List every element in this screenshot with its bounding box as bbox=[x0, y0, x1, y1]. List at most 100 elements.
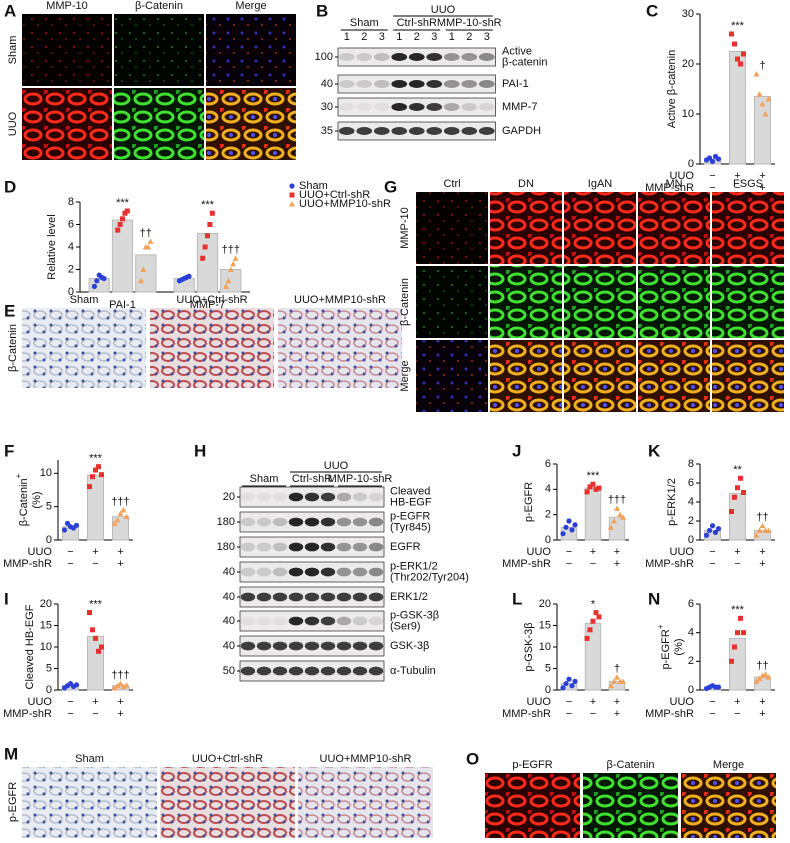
micrograph bbox=[22, 88, 112, 160]
condition-sign: − bbox=[709, 546, 715, 558]
significance: *** bbox=[731, 20, 745, 32]
data-point bbox=[73, 522, 80, 528]
condition-label: Sham bbox=[350, 17, 379, 29]
band bbox=[336, 641, 352, 651]
y-axis-label: (%) bbox=[31, 491, 43, 508]
band bbox=[240, 492, 256, 502]
micrograph bbox=[114, 14, 204, 86]
band bbox=[288, 517, 304, 527]
condition-sign: − bbox=[709, 708, 715, 720]
condition-sign: + bbox=[734, 170, 740, 182]
condition-sign: − bbox=[566, 558, 572, 570]
bar bbox=[584, 487, 602, 541]
micrograph bbox=[114, 88, 204, 160]
band bbox=[373, 127, 390, 135]
data-point bbox=[115, 227, 121, 233]
band bbox=[352, 592, 368, 602]
micrograph bbox=[712, 340, 784, 412]
data-point bbox=[712, 529, 719, 536]
band-label: p-GSK-3β bbox=[390, 609, 439, 621]
panel-letter: G bbox=[384, 177, 397, 196]
band bbox=[336, 492, 352, 502]
band bbox=[240, 567, 256, 577]
data-point bbox=[140, 266, 147, 272]
band bbox=[256, 616, 272, 626]
y-tick-label: 0 bbox=[688, 534, 694, 546]
data-point bbox=[114, 517, 121, 523]
band bbox=[426, 127, 443, 135]
group-label: UUO bbox=[324, 460, 349, 472]
condition-sign: + bbox=[734, 546, 740, 558]
band bbox=[352, 616, 368, 626]
data-point bbox=[620, 514, 626, 520]
data-point bbox=[209, 210, 215, 216]
bar bbox=[87, 635, 104, 691]
column-header: UUO+Ctrl-shR bbox=[176, 294, 247, 306]
data-point bbox=[123, 513, 130, 520]
band bbox=[304, 517, 320, 527]
data-point bbox=[715, 684, 722, 690]
band bbox=[272, 542, 288, 552]
band bbox=[288, 616, 304, 626]
band bbox=[352, 492, 368, 502]
band bbox=[288, 492, 304, 502]
micrograph bbox=[681, 773, 776, 838]
data-point bbox=[230, 260, 237, 267]
lane-label: 2 bbox=[414, 31, 420, 43]
superscript: + bbox=[14, 473, 23, 478]
x-tick-label: MMP-7 bbox=[190, 299, 225, 311]
y-tick-label: 5 bbox=[545, 662, 551, 674]
data-point bbox=[617, 511, 623, 518]
band bbox=[356, 127, 373, 135]
band bbox=[356, 80, 373, 88]
data-point bbox=[614, 674, 620, 680]
column-header: β-Catenin bbox=[607, 759, 655, 771]
band bbox=[336, 592, 352, 602]
condition-name: MMP-shR bbox=[3, 708, 52, 720]
data-point bbox=[611, 678, 617, 684]
significance: ††† bbox=[222, 244, 240, 256]
data-point bbox=[124, 208, 130, 214]
condition-sign: − bbox=[67, 696, 73, 708]
bar bbox=[87, 474, 104, 541]
significance: † bbox=[614, 663, 620, 675]
band bbox=[352, 567, 368, 577]
data-point bbox=[111, 684, 118, 691]
micrograph bbox=[564, 192, 636, 264]
condition-name: UUO bbox=[670, 546, 695, 558]
band bbox=[443, 80, 460, 88]
x-tick-label: PAI-1 bbox=[109, 299, 136, 311]
y-tick-label: 6 bbox=[68, 218, 74, 230]
data-point bbox=[735, 630, 740, 636]
band bbox=[338, 127, 355, 135]
mw-marker: 35 bbox=[321, 125, 333, 137]
condition-sign: − bbox=[92, 558, 98, 570]
condition-label: Sham bbox=[250, 473, 279, 485]
data-point bbox=[96, 464, 101, 470]
y-tick-label: 5 bbox=[46, 662, 52, 674]
condition-sign: + bbox=[92, 546, 98, 558]
data-point bbox=[563, 680, 569, 687]
legend-label: UUO+Ctrl-shR bbox=[299, 189, 370, 201]
data-point bbox=[99, 472, 104, 478]
data-point bbox=[120, 507, 127, 513]
data-point bbox=[96, 648, 101, 654]
row-label: p-EGFR bbox=[7, 782, 19, 822]
mw-marker: 40 bbox=[321, 78, 333, 90]
y-tick-label: 30 bbox=[682, 8, 694, 20]
band-label: (Tyr845) bbox=[390, 521, 431, 533]
panel-letter: K bbox=[648, 441, 661, 460]
data-point bbox=[608, 524, 614, 530]
condition-label: MMP-10-shR bbox=[328, 473, 393, 485]
y-tick-label: 6 bbox=[545, 458, 551, 470]
column-header: β-Catenin bbox=[135, 0, 183, 12]
lane-label: 2 bbox=[361, 31, 367, 43]
column-header: MMP-10 bbox=[46, 0, 88, 12]
band bbox=[272, 492, 288, 502]
row-label: Merge bbox=[399, 360, 411, 391]
data-point bbox=[200, 255, 206, 261]
panel-letter: N bbox=[648, 589, 660, 608]
condition-sign: − bbox=[709, 170, 715, 182]
y-tick-label: 6 bbox=[688, 477, 694, 489]
band bbox=[461, 80, 478, 88]
